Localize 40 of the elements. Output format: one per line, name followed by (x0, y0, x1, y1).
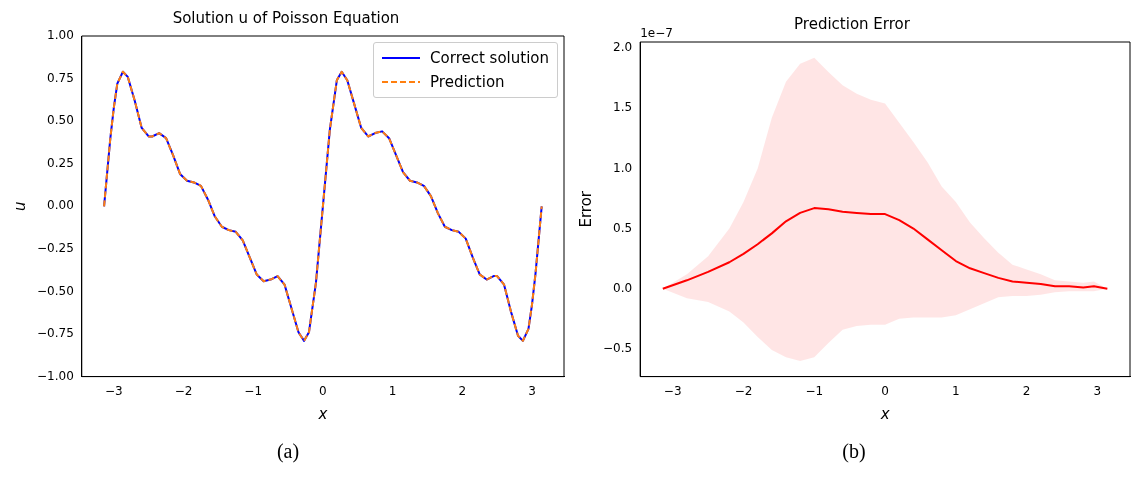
legend-label: Correct solution (430, 48, 549, 69)
chart-title: Solution u of Poisson Equation (172, 8, 400, 27)
text: (a) (276, 440, 300, 463)
text: (b) (842, 440, 866, 463)
y-tick-label: 0.75 (47, 70, 74, 85)
y-tick-label: −0.25 (36, 241, 74, 255)
x-tick-label: 0 (319, 383, 327, 398)
y-tick-label: −0.5 (603, 341, 633, 356)
x-tick-label: 2 (1022, 383, 1031, 398)
y-tick-label: 0.50 (47, 113, 74, 128)
x-tick-label: 0 (881, 383, 889, 398)
x-axis-title: x (879, 404, 890, 423)
text: 1e−7 (640, 26, 673, 41)
y-tick-label: 1.5 (613, 100, 633, 115)
x-tick-label: 1 (952, 383, 960, 398)
y-tick-label: 2.0 (613, 40, 633, 55)
y-tick-label: 1.00 (47, 28, 74, 43)
y-tick-label: 0.25 (47, 155, 74, 170)
legend-label: Prediction (430, 72, 505, 93)
chart-title: Prediction Error (794, 14, 911, 33)
x-tick-label: 1 (388, 383, 397, 398)
y-tick-label: −1.00 (36, 368, 74, 383)
y-tick-label: 0.0 (613, 280, 633, 295)
x-tick-label: 3 (1093, 383, 1102, 398)
y-tick-label: −0.50 (36, 283, 74, 298)
x-tick-label: −2 (734, 383, 753, 398)
y-tick-label: 0.5 (613, 220, 633, 235)
x-tick-label: −2 (174, 383, 193, 398)
x-tick-label: −3 (663, 383, 682, 398)
x-tick-label: 3 (528, 383, 536, 398)
y-tick-label: 0.00 (47, 198, 74, 213)
y-tick-label: 1.0 (613, 160, 633, 175)
y-tick-label: −0.75 (36, 326, 74, 341)
x-tick-label: 2 (458, 383, 467, 398)
x-tick-label: −1 (805, 383, 824, 398)
y-axis-title: Error (576, 190, 595, 228)
x-axis-title: x (317, 404, 328, 423)
y-axis-title: u (10, 201, 29, 212)
x-tick-label: −1 (244, 383, 263, 398)
x-tick-label: −3 (104, 383, 123, 398)
